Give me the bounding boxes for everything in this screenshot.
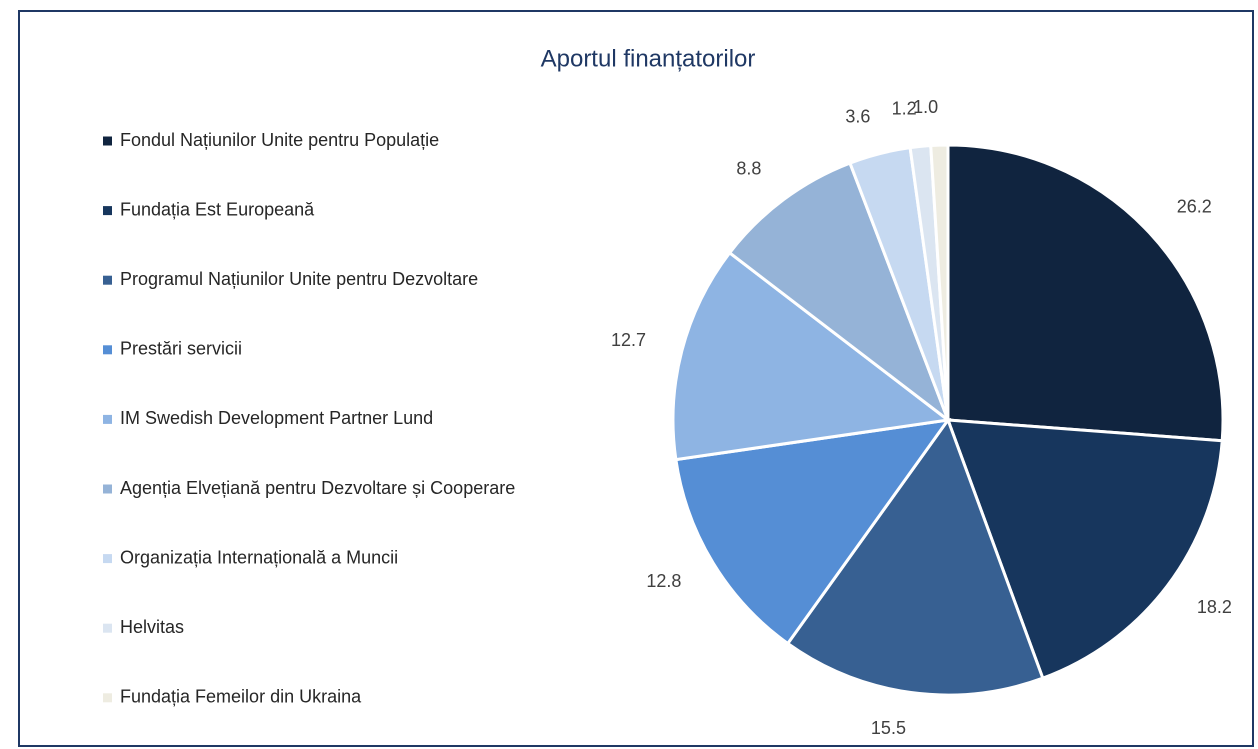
data-label: 1.0 xyxy=(913,97,938,117)
data-label: 12.8 xyxy=(646,571,681,591)
legend-swatch xyxy=(103,345,112,355)
pie-slice xyxy=(946,143,1225,443)
legend-swatch xyxy=(103,136,112,146)
legend-label: Organizația Internațională a Muncii xyxy=(120,547,398,567)
legend-label: IM Swedish Development Partner Lund xyxy=(120,408,433,428)
legend-label: Programul Națiunilor Unite pentru Dezvol… xyxy=(120,269,478,289)
legend-swatch xyxy=(103,623,112,633)
pie-slice xyxy=(785,416,1045,697)
data-label: 3.6 xyxy=(845,107,870,127)
legend-label: Agenția Elvețiană pentru Dezvoltare și C… xyxy=(120,478,515,498)
legend-label: Fundația Est Europeană xyxy=(120,199,315,219)
legend-label: Helvitas xyxy=(120,617,184,637)
pie-slice xyxy=(671,250,952,462)
pie-slice xyxy=(674,418,952,646)
legend-swatch xyxy=(103,414,112,424)
data-label: 26.2 xyxy=(1177,197,1212,217)
pie-slice xyxy=(727,161,952,425)
legend-label: Fundația Femeilor din Ukraina xyxy=(120,687,362,707)
data-label: 12.7 xyxy=(611,330,646,350)
data-label: 1.2 xyxy=(892,98,917,118)
data-label: 15.5 xyxy=(871,718,906,738)
pie-slice xyxy=(945,418,1224,681)
pie-slice xyxy=(929,143,950,421)
data-label: 8.8 xyxy=(736,159,761,179)
legend-label: Fondul Națiunilor Unite pentru Populație xyxy=(120,130,439,150)
legend-label: Prestări servicii xyxy=(120,339,242,359)
chart-title: Aportul finanțatorilor xyxy=(541,45,756,72)
legend-swatch xyxy=(103,484,112,494)
legend-swatch xyxy=(103,693,112,703)
legend-swatch xyxy=(103,554,112,564)
legend-swatch xyxy=(103,275,112,285)
legend-swatch xyxy=(103,206,112,216)
data-label: 18.2 xyxy=(1197,597,1232,617)
